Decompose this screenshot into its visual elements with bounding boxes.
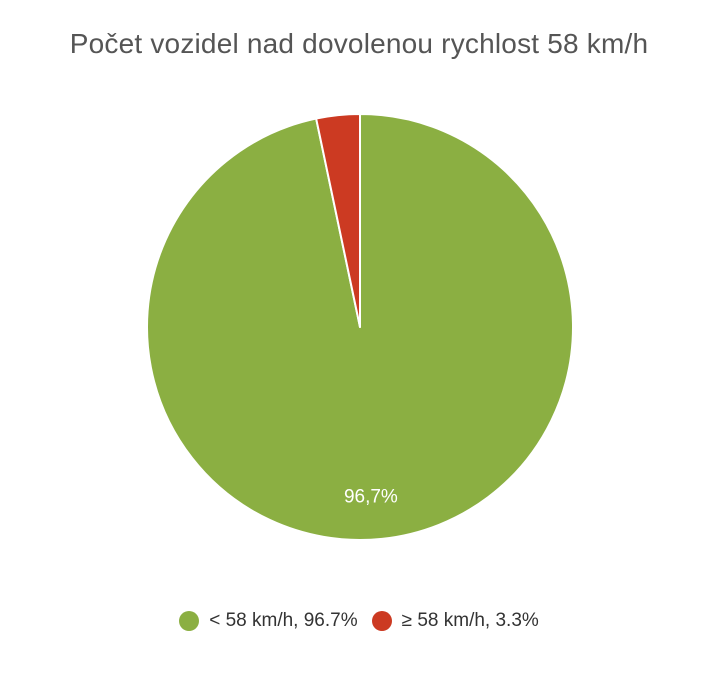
- pie-slice-1[interactable]: [315, 113, 361, 328]
- pie-slices: [145, 113, 574, 541]
- legend-label-above-limit: ≥ 58 km/h, 3.3%: [401, 610, 539, 631]
- legend-label-below-limit: < 58 km/h, 96.7%: [209, 610, 358, 631]
- legend-swatch-below-limit: [179, 611, 200, 631]
- legend: < 58 km/h, 96.7% ≥ 58 km/h, 3.3%: [0, 610, 718, 632]
- legend-item-below-limit[interactable]: < 58 km/h, 96.7%: [179, 610, 358, 632]
- legend-item-above-limit[interactable]: ≥ 58 km/h, 3.3%: [371, 610, 539, 632]
- pie-data-label-0: 96,7%: [344, 486, 398, 507]
- legend-swatch-above-limit: [371, 611, 392, 631]
- pie-data-labels: 96,7%: [344, 486, 398, 507]
- chart-title: Počet vozidel nad dovolenou rychlost 58 …: [69, 28, 649, 59]
